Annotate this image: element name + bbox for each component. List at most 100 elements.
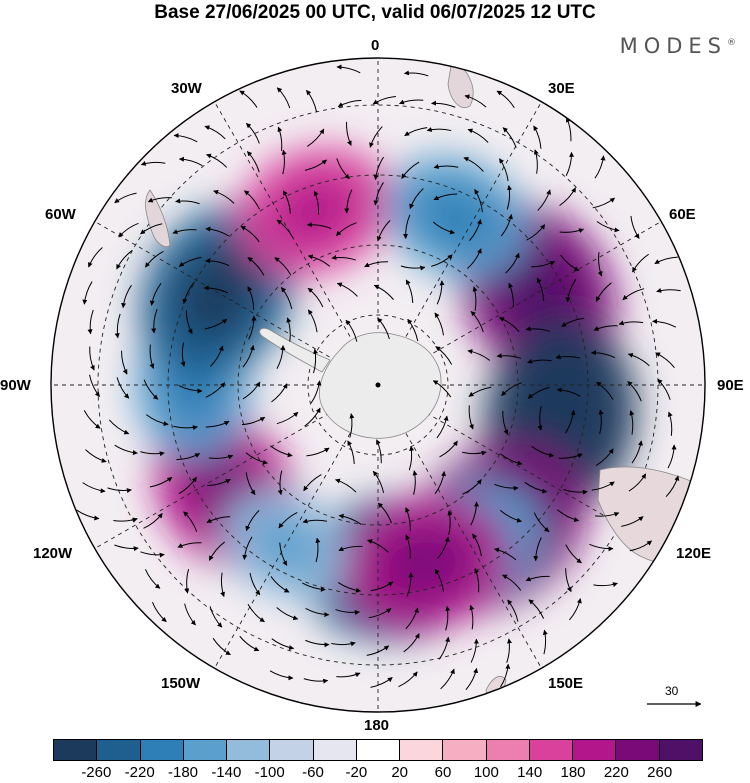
- wind-vector: [175, 198, 200, 205]
- wind-vector: [527, 386, 550, 399]
- wind-vector: [629, 410, 635, 435]
- wind-vector: [372, 95, 396, 105]
- colorbar-tick-label: -20: [345, 764, 368, 781]
- wind-vector: [433, 193, 458, 201]
- wind-vector: [116, 250, 133, 270]
- wind-vector: [278, 512, 298, 529]
- wind-vector: [377, 502, 392, 524]
- wind-vector: [302, 518, 328, 524]
- lon-label-90w: 90W: [0, 377, 31, 394]
- wind-vector: [206, 516, 231, 524]
- wind-vector: [462, 450, 487, 456]
- wind-vector: [376, 220, 391, 242]
- wind-vector: [118, 222, 139, 238]
- lon-label-120w: 120W: [33, 545, 73, 562]
- wind-vector: [526, 224, 546, 241]
- wind-vector: [462, 479, 482, 495]
- wind-vector: [437, 536, 450, 559]
- wind-vector: [248, 315, 257, 340]
- wind-vector: [569, 598, 582, 621]
- wind-vector: [403, 214, 411, 239]
- wind-vector: [528, 599, 545, 619]
- anomaly-core-11: [380, 527, 472, 600]
- wind-vector: [304, 159, 327, 171]
- wind-vector: [140, 451, 165, 457]
- wind-vector: [596, 221, 620, 233]
- wind-vector: [183, 511, 198, 532]
- wind-vector: [114, 544, 139, 552]
- wind-vector: [185, 310, 193, 335]
- wind-vector: [500, 663, 511, 688]
- colorbar-tick-label: -140: [211, 764, 242, 781]
- wind-vector: [502, 410, 509, 435]
- wind-vector: [344, 189, 353, 214]
- wind-vector: [282, 190, 291, 214]
- wind-vector: [306, 222, 332, 230]
- wind-vector: [149, 344, 155, 369]
- wind-vector: [149, 282, 162, 306]
- wind-vector: [286, 317, 292, 342]
- wind-vector: [281, 149, 287, 175]
- wind-vector: [208, 454, 234, 460]
- wind-vector: [563, 489, 588, 495]
- wind-vector: [412, 470, 418, 495]
- wind-vector: [438, 636, 451, 660]
- wind-vector: [472, 286, 478, 311]
- colorbar-swatch-5: [269, 740, 313, 760]
- wind-vector: [565, 151, 575, 176]
- wind-vector: [407, 318, 419, 342]
- wind-vector: [113, 517, 138, 523]
- reference-vector-label: 30: [665, 684, 679, 698]
- wind-vector: [533, 125, 542, 149]
- colorbar-swatch-10: [485, 740, 529, 760]
- wind-vector: [431, 100, 456, 108]
- wind-vector: [305, 639, 330, 648]
- wind-vector: [114, 313, 121, 339]
- colorbar-tick-label: 260: [647, 764, 673, 781]
- wind-vector: [667, 411, 673, 436]
- wind-vector: [524, 481, 548, 494]
- meridian-210: [214, 384, 379, 669]
- wind-vector: [537, 406, 543, 431]
- wind-vector: [313, 348, 319, 374]
- wind-vector: [405, 534, 411, 559]
- wind-vector: [527, 358, 552, 364]
- wind-vector: [205, 420, 230, 428]
- wind-vector: [114, 192, 137, 204]
- wind-vector: [180, 342, 186, 367]
- wind-vector: [399, 99, 424, 105]
- wind-vector: [542, 629, 548, 655]
- map-boundary: [50, 57, 706, 713]
- wind-vector: [439, 440, 458, 458]
- wind-vector: [401, 161, 420, 179]
- wind-vector: [143, 513, 163, 529]
- wind-vector: [596, 381, 614, 400]
- wind-vector: [364, 261, 389, 268]
- colorbar-swatch-1: [96, 740, 140, 760]
- wind-vector: [367, 539, 389, 553]
- wind-vector: [533, 537, 542, 562]
- wind-vector: [173, 425, 198, 431]
- colorbar-swatch-13: [615, 740, 659, 760]
- colorbar-swatch-12: [572, 740, 616, 760]
- wind-vector: [594, 155, 606, 179]
- wind-vector: [149, 476, 173, 488]
- wind-vector: [306, 447, 330, 457]
- wind-vector: [502, 127, 517, 148]
- colorbar-swatch-6: [312, 740, 356, 760]
- wind-vector: [376, 439, 382, 464]
- wind-vector: [243, 190, 261, 210]
- wind-vector: [121, 284, 132, 309]
- wind-vector: [335, 609, 360, 615]
- wind-vector: [426, 127, 452, 132]
- lon-label-180: 180: [364, 717, 390, 734]
- wind-vector: [474, 568, 480, 593]
- wind-vector: [500, 453, 523, 466]
- wind-vector: [405, 507, 411, 532]
- registered-mark: ®: [727, 38, 736, 48]
- wind-vector: [507, 599, 519, 622]
- wind-vector: [447, 510, 453, 535]
- wind-vector: [464, 94, 487, 108]
- wind-vector: [209, 345, 224, 367]
- wind-vector: [276, 411, 299, 425]
